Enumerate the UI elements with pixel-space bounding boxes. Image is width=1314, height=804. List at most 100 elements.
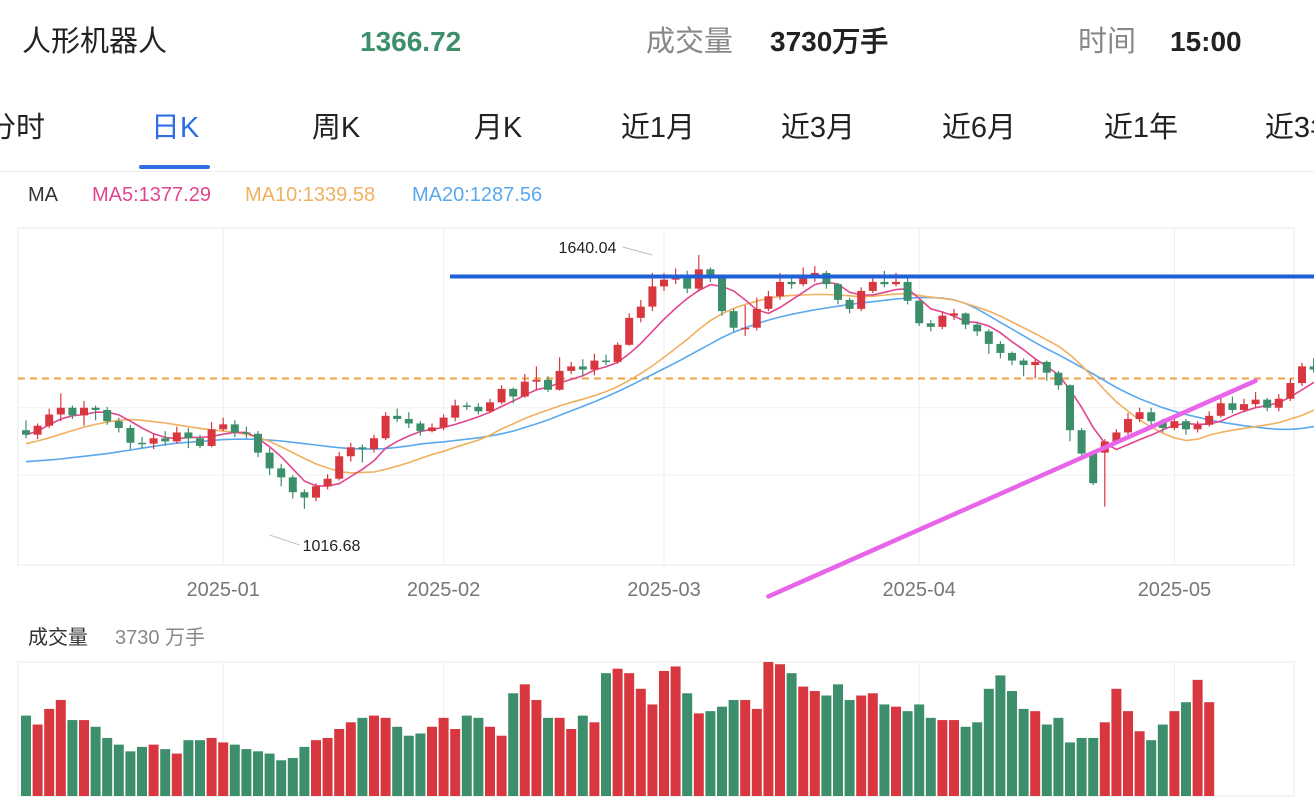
- candle-body: [984, 331, 993, 344]
- ma5-line: [25, 281, 1314, 487]
- candle-body: [1042, 361, 1051, 373]
- tab-daily-k[interactable]: 日K: [150, 112, 200, 144]
- candle-body: [613, 344, 622, 362]
- candle-body: [961, 313, 970, 325]
- candle-body: [381, 415, 390, 439]
- candle-body: [706, 269, 715, 278]
- candle-body: [207, 429, 216, 446]
- volume-bar: [972, 722, 983, 796]
- price-plot-frame: [17, 227, 1295, 566]
- tab-1-year[interactable]: 近1年: [1103, 112, 1179, 144]
- tab-1-month[interactable]: 近1月: [620, 112, 696, 144]
- volume-bar: [647, 704, 658, 796]
- volume-bar: [554, 717, 565, 796]
- tab-6-months[interactable]: 近6月: [941, 112, 1017, 144]
- volume-bar: [798, 686, 809, 796]
- index-name: 人形机器人: [22, 26, 168, 58]
- candle-body: [45, 414, 54, 426]
- candle-body: [857, 290, 866, 309]
- volume-bar: [1123, 711, 1133, 796]
- candle-body: [915, 300, 924, 324]
- volume-bar: [137, 746, 147, 796]
- candle-body: [660, 279, 668, 287]
- candle-body: [265, 452, 274, 469]
- volume-bar: [902, 711, 913, 796]
- candle-body: [33, 425, 42, 435]
- volume-legend-value: 3730 万手: [115, 627, 206, 649]
- volume-bar: [867, 693, 878, 796]
- volume-bar: [519, 684, 530, 796]
- volume-bar: [276, 760, 287, 796]
- candle-body: [718, 277, 726, 312]
- tab-intraday[interactable]: 分时: [0, 112, 46, 144]
- candle-body: [648, 286, 657, 307]
- candle-body: [683, 275, 692, 289]
- candle-body: [578, 366, 587, 370]
- candle-body: [822, 272, 831, 285]
- candle-body: [625, 317, 634, 345]
- candle-body: [312, 486, 320, 498]
- candle-body: [741, 327, 750, 330]
- time-value: 15:00: [1170, 26, 1242, 57]
- candle-body: [300, 492, 309, 498]
- candle-body: [1135, 412, 1144, 419]
- volume-bar: [624, 673, 635, 796]
- volume-legend-label: 成交量: [28, 627, 88, 649]
- low-annotation: 1016.68: [303, 538, 361, 555]
- candle-body: [1193, 424, 1202, 430]
- candle-body: [950, 313, 958, 316]
- ma20-value: MA20:1287.56: [412, 184, 543, 206]
- volume-bar: [473, 717, 484, 796]
- candle-body: [428, 427, 436, 432]
- volume-value: 3730万手: [770, 26, 889, 57]
- volume-bar: [357, 717, 368, 796]
- candle-body: [22, 430, 30, 435]
- kline-chart[interactable]: 2025-01 2025-02 2025-03 2025-04 2025-05 1640.…: [0, 214, 1314, 804]
- candle-body: [138, 442, 146, 445]
- volume-bar: [206, 737, 217, 796]
- volume-bar: [809, 691, 820, 796]
- tab-monthly-k[interactable]: 月K: [473, 112, 523, 144]
- volume-bar: [670, 666, 681, 796]
- candle-body: [764, 296, 773, 309]
- volume-bar: [833, 684, 843, 796]
- candle-body: [926, 323, 935, 327]
- tab-weekly-k[interactable]: 周K: [311, 112, 361, 144]
- tab-3-months[interactable]: 近3月: [780, 112, 856, 144]
- volume-bar: [67, 720, 78, 796]
- tab-3-years[interactable]: 近3年: [1264, 112, 1314, 144]
- candle-body: [242, 432, 251, 434]
- candle-body: [196, 438, 204, 446]
- volume-bar: [264, 753, 275, 796]
- volume-bar: [1041, 724, 1052, 796]
- candle-body: [567, 366, 576, 371]
- volume-bar: [55, 699, 66, 796]
- candle-body: [126, 427, 135, 443]
- volume-bar: [612, 668, 623, 796]
- candle-body: [799, 277, 808, 285]
- candle-body: [1286, 383, 1295, 399]
- volume-bar: [949, 720, 959, 796]
- candle-body: [230, 424, 239, 433]
- volume-bar: [763, 662, 774, 796]
- candle-body: [1158, 421, 1167, 428]
- candle-body: [1205, 415, 1214, 425]
- candle-body: [184, 432, 193, 439]
- candle-body: [729, 311, 738, 328]
- candle-body: [358, 447, 367, 450]
- candle-body: [1147, 412, 1156, 422]
- candle-body: [80, 407, 88, 416]
- candle-body: [636, 306, 645, 318]
- high-annotation: 1640.04: [559, 240, 617, 257]
- candle-body: [288, 477, 297, 493]
- x-tick-label: 2025-03: [627, 579, 700, 601]
- candle-body: [694, 269, 703, 289]
- candle-body: [91, 407, 100, 410]
- volume-bar: [322, 737, 333, 796]
- quote-header: 人形机器人 1366.72 成交量 3730万手 时间 15:00: [0, 0, 1314, 88]
- volume-bar: [1192, 679, 1203, 796]
- volume-bar: [531, 699, 542, 796]
- candle-body: [938, 315, 947, 327]
- volume-bar: [415, 733, 426, 796]
- candle-body: [544, 379, 552, 390]
